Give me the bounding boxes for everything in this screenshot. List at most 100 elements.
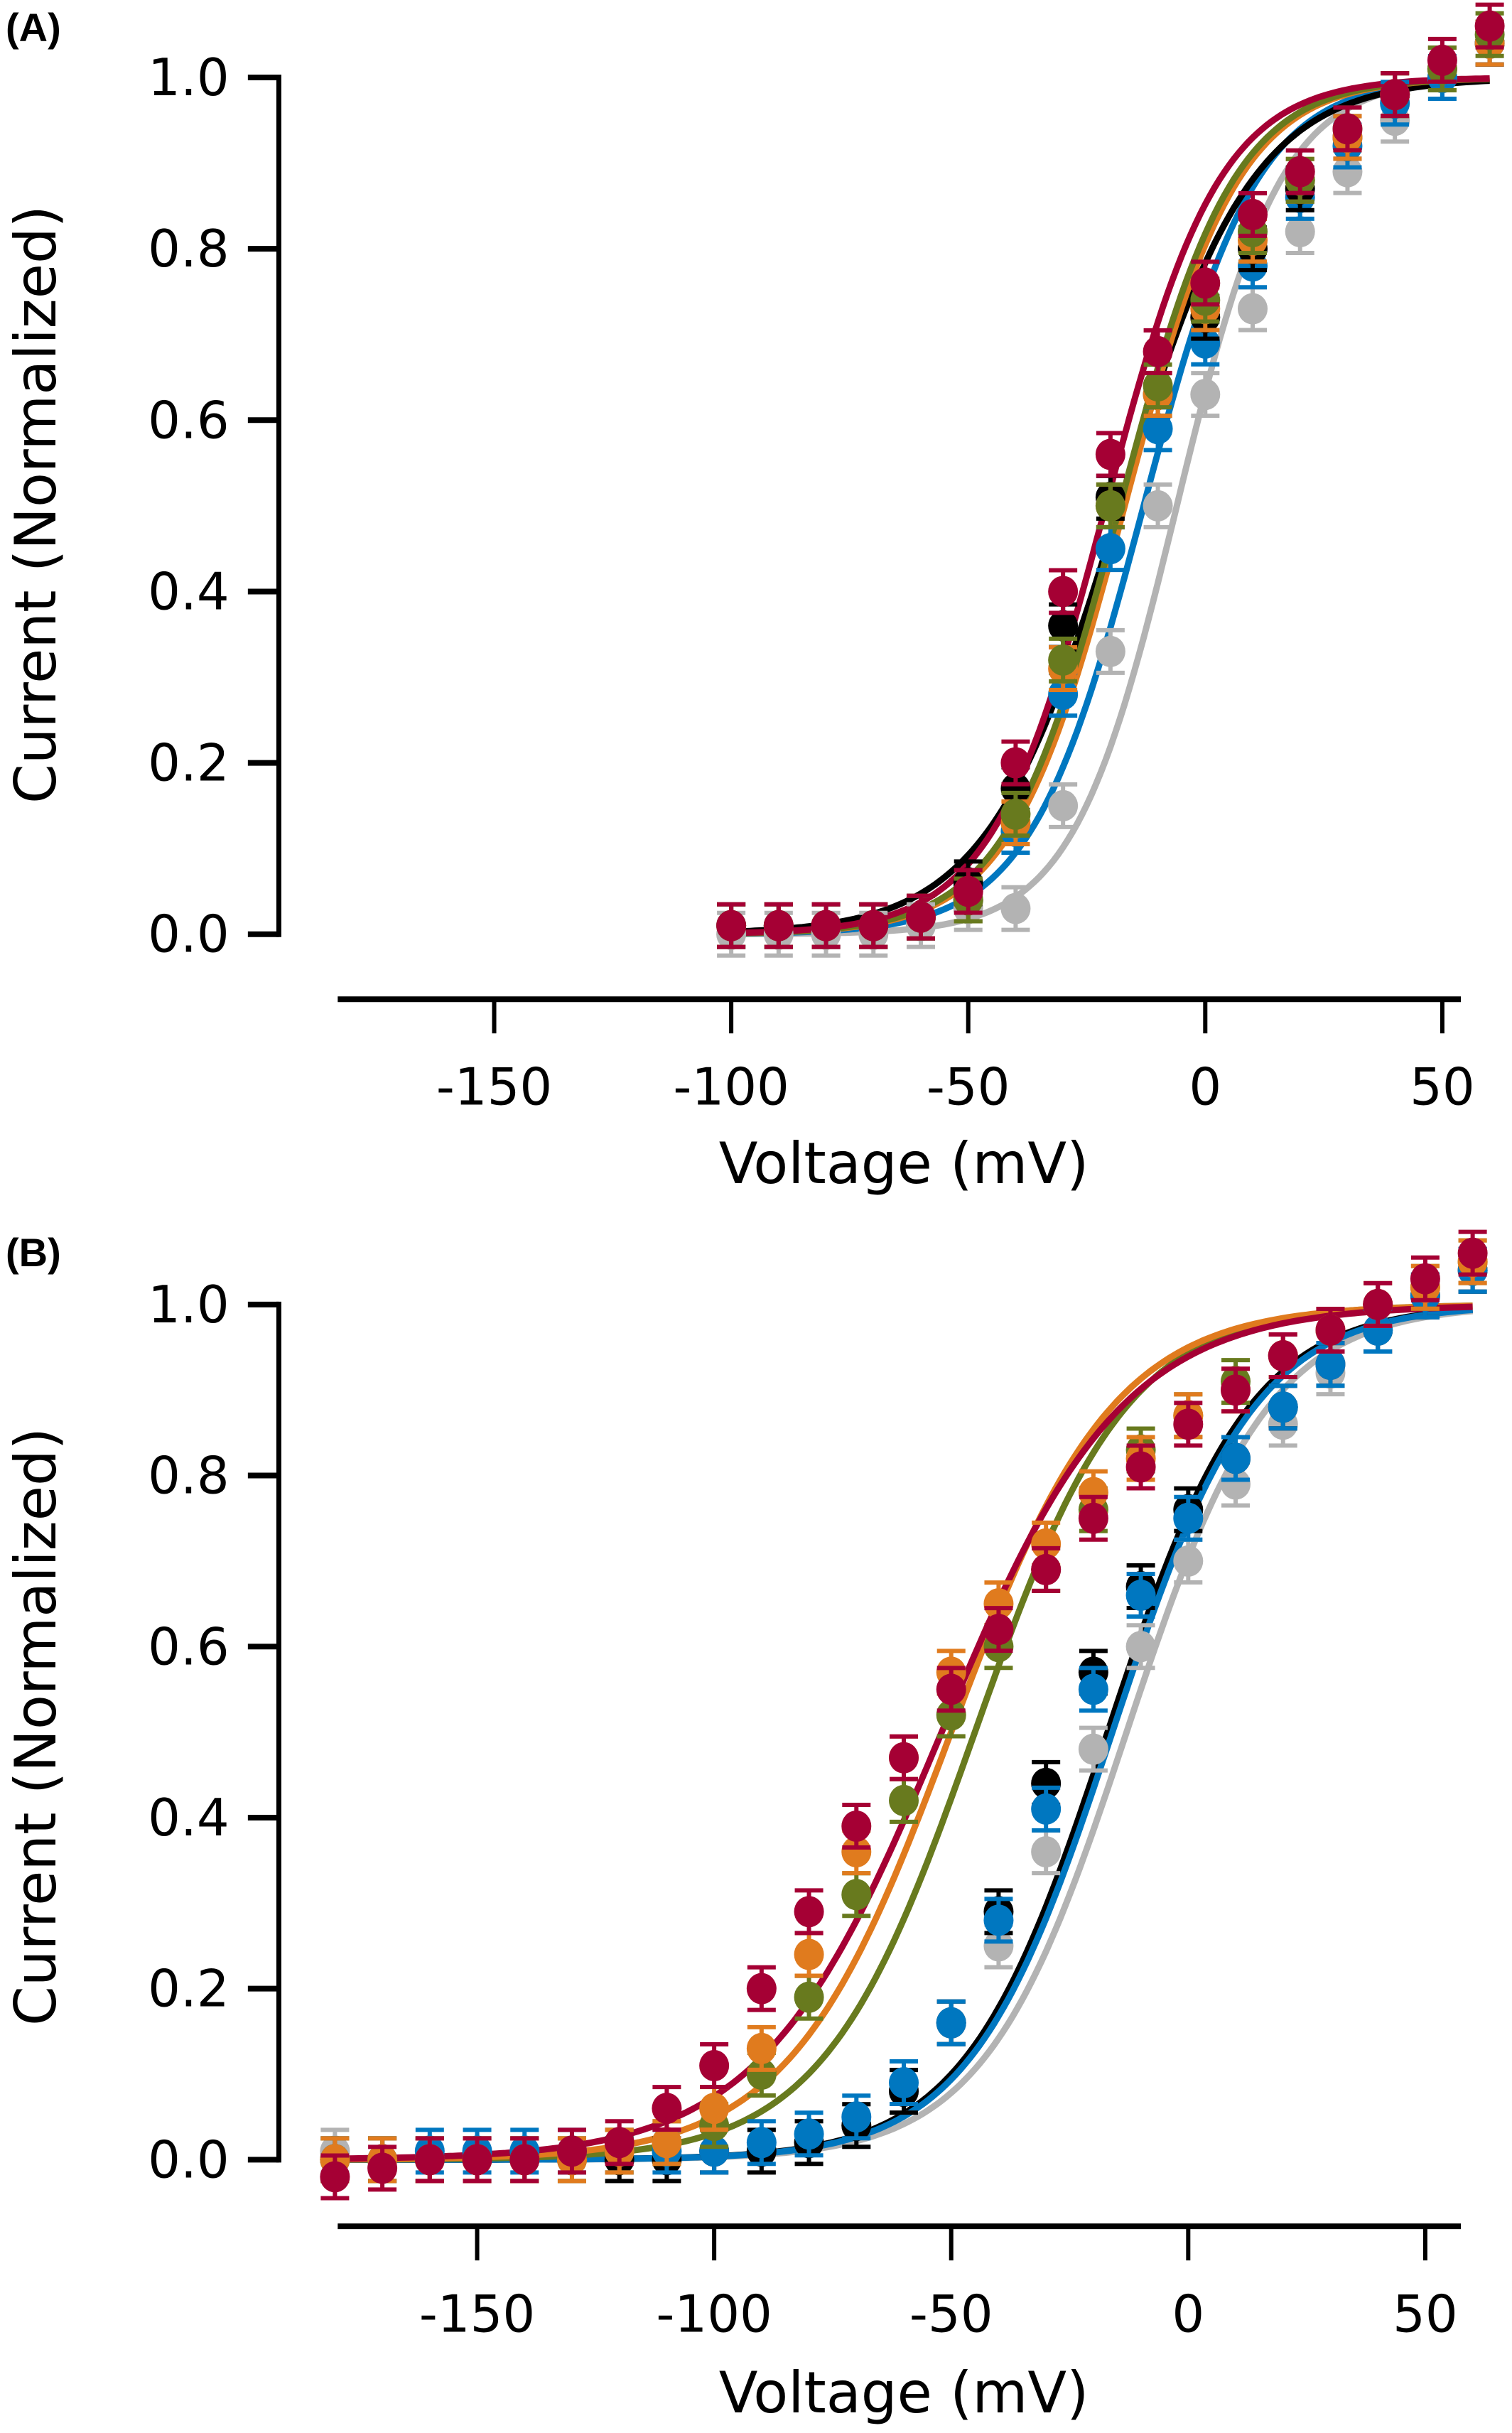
marker bbox=[889, 1742, 919, 1774]
marker bbox=[1363, 1288, 1393, 1320]
data-point-gray bbox=[1238, 285, 1268, 333]
marker bbox=[858, 910, 889, 942]
axes-a bbox=[247, 75, 1462, 1034]
marker bbox=[1238, 293, 1268, 325]
marker bbox=[1095, 533, 1125, 565]
data-point-gray bbox=[1190, 371, 1221, 419]
data-point-gray bbox=[1143, 482, 1173, 529]
y-tick-label: 0.6 bbox=[148, 1617, 230, 1676]
marker bbox=[794, 2118, 824, 2150]
marker bbox=[953, 875, 983, 907]
marker bbox=[1173, 1545, 1204, 1577]
marker bbox=[841, 1810, 872, 1842]
data-point-crimson bbox=[556, 2127, 587, 2175]
marker bbox=[1380, 79, 1410, 111]
x-tick-label: -100 bbox=[656, 2284, 772, 2343]
data-points-b bbox=[320, 1229, 1488, 2201]
data-point-crimson bbox=[1268, 1332, 1298, 1380]
y-axis-title-a: Current (Normalized) bbox=[3, 205, 69, 804]
x-tick-label: -100 bbox=[673, 1057, 789, 1117]
data-point-crimson bbox=[841, 1802, 872, 1850]
marker bbox=[1221, 1374, 1251, 1406]
data-point-crimson bbox=[1048, 568, 1079, 615]
x-tick-label: 50 bbox=[1410, 1057, 1475, 1117]
marker bbox=[1000, 772, 1031, 804]
data-point-crimson bbox=[1078, 1494, 1108, 1542]
data-point-olive bbox=[1048, 636, 1079, 684]
data-point-crimson bbox=[889, 1734, 919, 1781]
fit-curve-olive bbox=[335, 1302, 1473, 2163]
y-tick-label: 0.8 bbox=[148, 219, 230, 279]
data-point-gray bbox=[1095, 627, 1125, 675]
marker bbox=[1078, 1502, 1108, 1534]
marker bbox=[1285, 216, 1315, 248]
data-point-crimson bbox=[1000, 739, 1031, 787]
marker bbox=[1125, 1580, 1156, 1612]
data-point-crimson bbox=[746, 1965, 777, 2012]
data-point-blue bbox=[1048, 671, 1079, 718]
y-tick-label: 0.6 bbox=[148, 390, 230, 450]
axes-b bbox=[247, 1301, 1462, 2261]
marker bbox=[1238, 198, 1268, 230]
data-point-crimson bbox=[794, 1888, 824, 1936]
marker bbox=[1048, 576, 1079, 608]
marker bbox=[841, 1836, 872, 1868]
data-point-olive bbox=[794, 1973, 824, 2021]
marker bbox=[367, 2152, 398, 2184]
marker bbox=[1143, 335, 1173, 367]
data-points-a bbox=[716, 2, 1505, 958]
data-point-crimson bbox=[367, 2145, 398, 2192]
data-point-crimson bbox=[1474, 2, 1505, 50]
marker bbox=[1143, 490, 1173, 522]
marker bbox=[1143, 413, 1173, 445]
data-point-crimson bbox=[811, 902, 841, 949]
marker bbox=[1095, 635, 1125, 667]
marker bbox=[746, 2032, 777, 2064]
marker bbox=[983, 1614, 1014, 1646]
marker bbox=[509, 2144, 540, 2176]
data-point-crimson bbox=[320, 2153, 350, 2201]
marker bbox=[811, 910, 841, 942]
marker bbox=[1190, 267, 1221, 299]
data-point-crimson bbox=[1427, 36, 1457, 84]
marker bbox=[889, 1784, 919, 1816]
marker bbox=[1031, 1793, 1062, 1825]
data-point-crimson bbox=[1173, 1401, 1204, 1448]
marker bbox=[983, 1904, 1014, 1936]
y-tick-label: 0.4 bbox=[148, 561, 230, 621]
marker bbox=[1031, 1553, 1062, 1585]
data-point-olive bbox=[841, 1871, 872, 1919]
marker bbox=[462, 2144, 492, 2176]
marker bbox=[936, 1699, 966, 1731]
panel-a: (A) Current (Normalized) Voltage (mV) 0.… bbox=[3, 2, 1505, 1197]
marker bbox=[1173, 1408, 1204, 1440]
x-tick-label: -150 bbox=[436, 1057, 552, 1117]
marker bbox=[1268, 1340, 1298, 1372]
marker bbox=[699, 2049, 730, 2081]
marker bbox=[1125, 1631, 1156, 1663]
fit-curve-orange bbox=[335, 1302, 1473, 2163]
data-point-crimson bbox=[953, 868, 983, 915]
marker bbox=[905, 901, 936, 933]
data-point-crimson bbox=[858, 902, 889, 949]
marker bbox=[1474, 10, 1505, 42]
data-point-crimson bbox=[1410, 1255, 1440, 1302]
data-point-crimson bbox=[1457, 1229, 1488, 1277]
data-point-gray bbox=[1000, 885, 1031, 932]
marker bbox=[1095, 490, 1125, 522]
data-point-crimson bbox=[1363, 1280, 1393, 1328]
x-axis-title-a: Voltage (mV) bbox=[719, 1131, 1089, 1197]
y-tick-label: 0.8 bbox=[148, 1446, 230, 1506]
y-tick-labels-a: 0.0 0.2 0.4 0.6 0.8 1.0 bbox=[148, 48, 230, 964]
marker bbox=[1315, 1314, 1346, 1346]
marker bbox=[652, 2093, 682, 2125]
data-point-crimson bbox=[509, 2136, 540, 2184]
marker bbox=[889, 2067, 919, 2099]
data-point-blue bbox=[1125, 1572, 1156, 1619]
marker bbox=[1143, 370, 1173, 402]
data-point-orange bbox=[794, 1931, 824, 1978]
data-point-crimson bbox=[1190, 259, 1221, 307]
data-point-crimson bbox=[1221, 1366, 1251, 1414]
data-point-blue bbox=[889, 2059, 919, 2107]
